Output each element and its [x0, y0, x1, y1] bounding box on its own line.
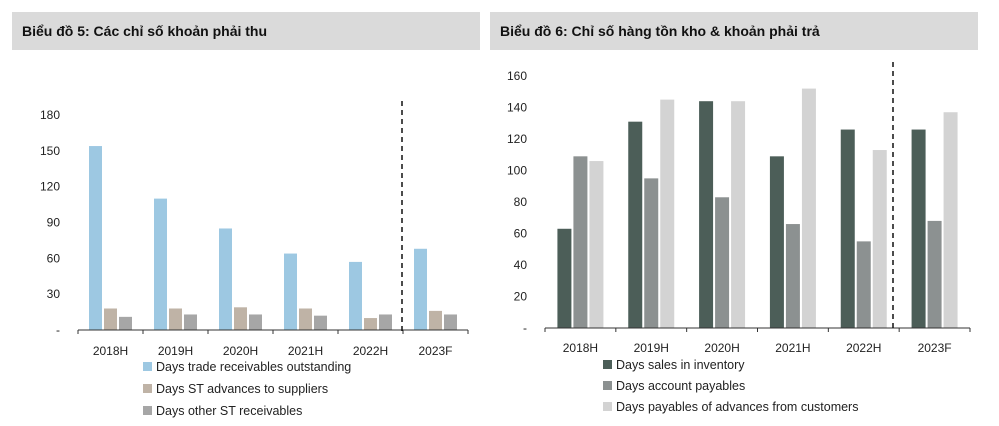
bar-2022H-series-1	[840, 129, 855, 328]
bar-2021H-series-2	[299, 308, 312, 330]
y-tick-label: 60	[47, 251, 61, 265]
y-tick-label: 80	[514, 195, 528, 209]
bar-2023F-series-2	[429, 310, 442, 330]
bar-2019H-series-1	[628, 121, 643, 328]
y-tick-label: 20	[514, 290, 528, 304]
y-tick-label: 30	[47, 287, 61, 301]
bar-2018H-series-3	[119, 316, 132, 330]
y-tick-label: 60	[514, 227, 528, 241]
legend-swatch	[603, 360, 612, 369]
chart-1-title: Biểu đồ 5: Các chỉ số khoản phải thu	[12, 12, 480, 50]
x-category-label: 2023F	[418, 344, 452, 358]
x-category-label: 2022H	[353, 344, 388, 358]
y-tick-label: 120	[40, 180, 60, 194]
bar-2021H-series-3	[801, 88, 816, 328]
bar-2023F-series-1	[911, 129, 926, 328]
chart-2: - 20 40 60 80 100 120 140 160 2018H 2019H 2020H 2021…	[507, 62, 971, 414]
y-tick-label: 140	[507, 101, 527, 115]
bar-2022H-series-2	[364, 318, 377, 330]
bar-2019H-series-3	[184, 314, 197, 330]
bar-2019H-series-3	[660, 99, 675, 328]
y-tick-label: 40	[514, 258, 528, 272]
bar-2021H-series-3	[314, 315, 327, 330]
x-category-label: 2022H	[846, 341, 881, 355]
bar-2021H-series-1	[769, 156, 784, 328]
legend-label: Days ST advances to suppliers	[156, 382, 328, 396]
bar-2023F-series-3	[943, 112, 958, 328]
x-category-label: 2023F	[918, 341, 952, 355]
bar-2020H-series-1	[699, 101, 714, 328]
bar-2018H-series-2	[573, 156, 588, 328]
legend-swatch	[143, 362, 152, 371]
x-category-label: 2020H	[704, 341, 739, 355]
chart-2-title: Biểu đồ 6: Chỉ số hàng tồn kho & khoản p…	[490, 12, 978, 50]
legend-label: Days other ST receivables	[156, 404, 302, 418]
bar-2020H-series-2	[234, 307, 247, 330]
bar-2023F-series-2	[927, 220, 942, 328]
bar-2019H-series-1	[154, 198, 167, 330]
legend-label: Days payables of advances from customers	[616, 400, 858, 414]
x-category-label: 2021H	[775, 341, 810, 355]
legend-swatch	[143, 384, 152, 393]
y-tick-label: 160	[507, 69, 527, 83]
bar-2018H-series-3	[589, 161, 604, 328]
y-tick-label: -	[56, 323, 60, 337]
bar-2022H-series-3	[872, 150, 887, 328]
bar-2020H-series-1	[219, 228, 232, 330]
bar-2022H-series-1	[349, 261, 362, 330]
bar-2018H-series-1	[89, 146, 102, 330]
legend-swatch	[603, 402, 612, 411]
x-category-label: 2019H	[158, 344, 193, 358]
y-tick-label: 120	[507, 132, 527, 146]
bar-2023F-series-3	[444, 314, 457, 330]
bar-2020H-series-3	[249, 314, 262, 330]
x-category-label: 2018H	[563, 341, 598, 355]
bar-2020H-series-3	[731, 101, 746, 328]
legend-swatch	[603, 381, 612, 390]
x-category-label: 2019H	[634, 341, 669, 355]
legend-swatch	[143, 406, 152, 415]
bar-2021H-series-2	[785, 224, 800, 328]
bar-2019H-series-2	[644, 178, 659, 328]
bar-2020H-series-2	[715, 197, 730, 328]
y-tick-label: 150	[40, 144, 60, 158]
legend-label: Days trade receivables outstanding	[156, 360, 351, 374]
chart-1: - 30 60 90 120 150 180 2018H 2019H 2020H 2021H 2022…	[40, 101, 469, 418]
y-tick-label: -	[523, 321, 527, 335]
bar-2018H-series-1	[557, 228, 572, 328]
bar-2021H-series-1	[284, 253, 297, 330]
bar-2022H-series-2	[856, 241, 871, 328]
bar-2018H-series-2	[104, 308, 117, 330]
bar-2022H-series-3	[379, 314, 392, 330]
x-category-label: 2021H	[288, 344, 323, 358]
bar-2019H-series-2	[169, 308, 182, 330]
y-tick-label: 180	[40, 108, 60, 122]
legend-label: Days sales in inventory	[616, 358, 745, 372]
legend-label: Days account payables	[616, 379, 745, 393]
x-category-label: 2018H	[93, 344, 128, 358]
bar-2023F-series-1	[414, 248, 427, 330]
y-tick-label: 100	[507, 164, 527, 178]
x-category-label: 2020H	[223, 344, 258, 358]
y-tick-label: 90	[47, 216, 61, 230]
